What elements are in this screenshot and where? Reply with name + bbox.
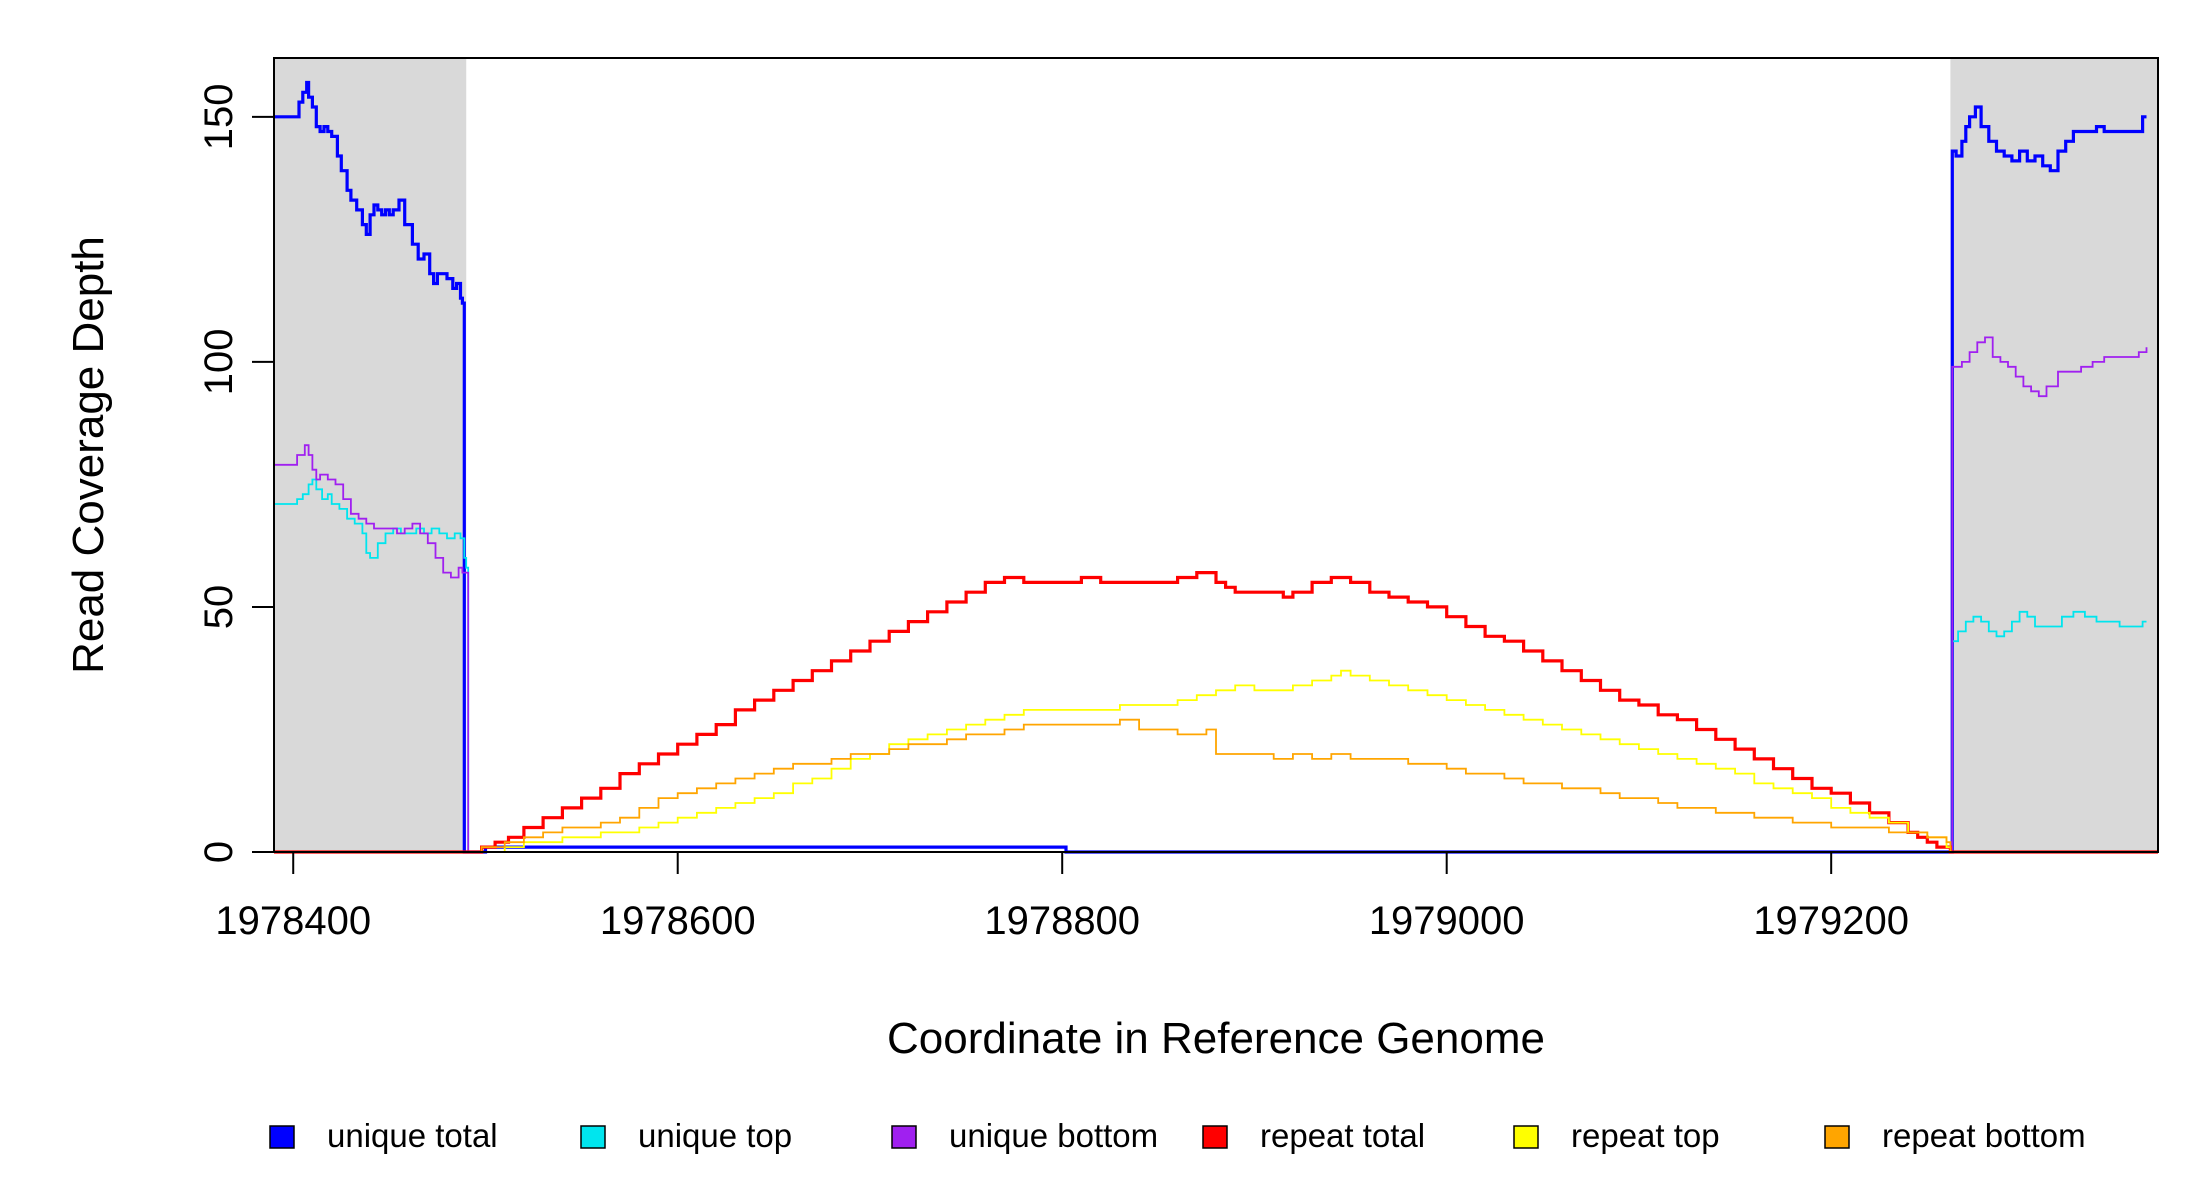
x-tick-label: 1978400 (215, 899, 371, 943)
legend-swatch-unique-bottom (891, 1125, 917, 1149)
x-axis-title: Coordinate in Reference Genome (887, 1014, 1545, 1063)
series-line-unique-total (274, 80, 2147, 854)
legend-swatch-repeat-bottom (1824, 1125, 1850, 1149)
x-tick-label: 1979000 (1369, 899, 1525, 943)
legend-swatch-repeat-top (1513, 1125, 1539, 1149)
shaded-regions (274, 58, 2158, 852)
y-tick-label: 100 (197, 329, 241, 396)
series-line-repeat-bottom (274, 718, 2158, 853)
y-tick-label: 50 (197, 585, 241, 630)
series-line-unique-bottom (274, 336, 2148, 853)
y-tick-label: 0 (197, 841, 241, 863)
y-axis: 0 50 100 150 (197, 83, 275, 863)
legend-swatch-unique-total (269, 1125, 295, 1149)
legend-label-repeat-total: repeat total (1260, 1117, 1425, 1154)
x-tick-label: 1978800 (984, 899, 1140, 943)
shaded-region-1 (274, 58, 467, 852)
series-layer (274, 80, 2158, 854)
legend-label-unique-total: unique total (327, 1117, 498, 1154)
shaded-region-2 (1950, 58, 2158, 852)
legend-label-repeat-bottom: repeat bottom (1882, 1117, 2086, 1154)
series-line-repeat-total (274, 571, 2158, 854)
legend-swatch-repeat-total (1202, 1125, 1228, 1149)
legend-label-repeat-top: repeat top (1571, 1117, 1720, 1154)
legend-label-unique-top: unique top (638, 1117, 792, 1154)
series-line-unique-top (274, 478, 2147, 853)
x-axis: 1978400 1978600 1978800 1979000 1979200 (215, 851, 1909, 943)
x-tick-label: 1978600 (600, 899, 756, 943)
y-tick-label: 150 (197, 83, 241, 150)
series-line-repeat-top (274, 669, 2158, 853)
legend-swatch-unique-top (580, 1125, 606, 1149)
x-tick-label: 1979200 (1753, 899, 1909, 943)
legend: unique total unique top unique bottom repea… (269, 1117, 2086, 1154)
y-axis-title: Read Coverage Depth (64, 236, 113, 674)
legend-label-unique-bottom: unique bottom (949, 1117, 1158, 1154)
